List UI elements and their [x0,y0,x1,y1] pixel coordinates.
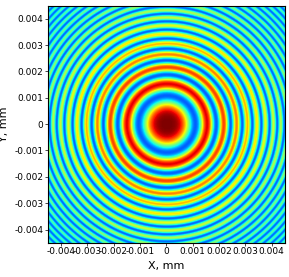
Y-axis label: Y, mm: Y, mm [0,106,9,142]
X-axis label: X, mm: X, mm [148,261,184,271]
